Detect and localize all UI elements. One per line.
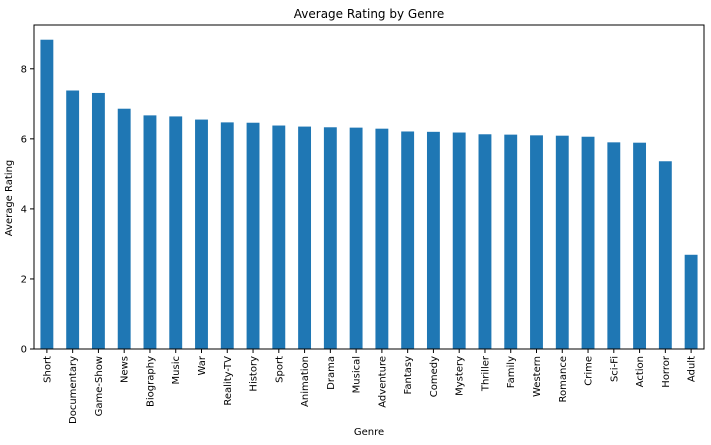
- bar-family: [504, 134, 518, 349]
- chart-title: Average Rating by Genre: [294, 7, 444, 21]
- plot-frame: [33, 24, 705, 350]
- x-tick-label: Sci-Fi: [609, 356, 620, 382]
- y-tick-label: 4: [21, 204, 27, 215]
- bar-war: [195, 119, 208, 349]
- bar-history: [246, 122, 260, 349]
- x-tick-label: Adventure: [377, 356, 388, 408]
- x-tick-label: Documentary: [68, 356, 79, 424]
- x-tick-label: Fantasy: [403, 356, 414, 395]
- bar-biography: [143, 115, 157, 350]
- bar-action: [633, 142, 647, 349]
- bar-animation: [298, 126, 312, 349]
- y-tick-label: 2: [21, 274, 27, 285]
- y-tick-label: 0: [21, 345, 27, 356]
- x-tick-label: News: [120, 356, 131, 383]
- bar-sport: [272, 125, 286, 349]
- bar-adult: [684, 254, 698, 349]
- x-tick-label: Game-Show: [94, 356, 105, 416]
- bar-adventure: [375, 128, 389, 349]
- x-tick-label: Action: [635, 356, 646, 387]
- bar-romance: [555, 135, 569, 349]
- bar-crime: [581, 136, 595, 349]
- x-tick-label: Horror: [661, 355, 672, 388]
- bar-documentary: [66, 90, 80, 349]
- x-tick-label: Thriller: [480, 355, 491, 392]
- x-tick-label: Sport: [274, 356, 285, 383]
- x-axis: Short Documentary Game-Show News Biography Mu…: [42, 349, 698, 424]
- y-axis-label: Average Rating: [4, 160, 15, 236]
- x-tick-label: Family: [506, 356, 517, 388]
- x-tick-label: History: [249, 356, 260, 392]
- bars-layer: [40, 39, 698, 350]
- x-tick-label: Reality-TV: [223, 356, 234, 406]
- x-tick-label: Music: [171, 356, 182, 384]
- bar-reality-tv: [220, 122, 234, 349]
- bar-thriller: [478, 134, 492, 349]
- x-tick-label: Romance: [558, 356, 569, 402]
- x-axis-label: Genre: [354, 427, 384, 438]
- bar-game-show: [91, 92, 105, 349]
- bar-horror: [658, 161, 672, 349]
- x-tick-label: Animation: [300, 356, 311, 407]
- bar-sci-fi: [607, 142, 621, 349]
- x-tick-label: Western: [532, 356, 543, 397]
- y-axis: 0 2 4 6 8: [21, 64, 34, 356]
- x-tick-label: War: [197, 355, 208, 375]
- bar-drama: [323, 127, 337, 349]
- bar-musical: [349, 127, 363, 349]
- y-tick-label: 8: [21, 64, 27, 75]
- bar-comedy: [426, 131, 440, 349]
- bar-fantasy: [401, 131, 415, 349]
- x-tick-label: Biography: [145, 356, 156, 407]
- bar-short: [40, 39, 54, 350]
- bar-news: [117, 108, 131, 350]
- x-tick-label: Musical: [352, 356, 363, 393]
- x-tick-label: Mystery: [455, 356, 466, 396]
- y-tick-label: 6: [21, 134, 27, 145]
- x-tick-label: Crime: [584, 356, 595, 386]
- bar-music: [169, 116, 183, 349]
- x-tick-label: Comedy: [429, 356, 440, 397]
- x-tick-label: Adult: [687, 356, 698, 382]
- bar-western: [530, 135, 543, 349]
- x-tick-label: Short: [42, 356, 53, 383]
- x-tick-label: Drama: [326, 356, 337, 390]
- bar-mystery: [452, 132, 466, 349]
